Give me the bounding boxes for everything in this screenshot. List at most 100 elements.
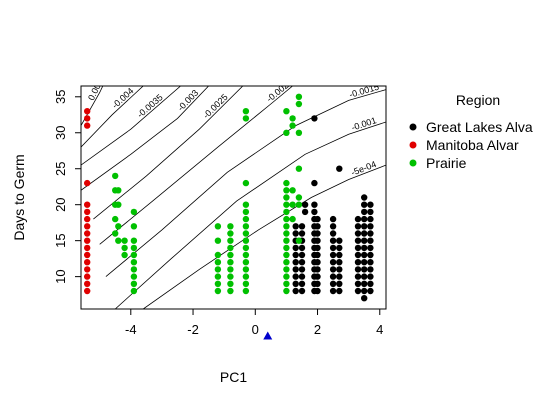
data-point	[84, 208, 91, 216]
data-point	[295, 165, 303, 172]
data-point	[121, 251, 128, 259]
data-point	[292, 266, 299, 273]
data-point	[298, 230, 306, 237]
x-tick-label: 0	[252, 322, 259, 337]
y-tick-label: 25	[53, 161, 68, 175]
data-point	[115, 187, 122, 194]
data-point	[329, 237, 337, 244]
data-point	[361, 230, 368, 237]
data-point	[115, 201, 122, 208]
data-point	[283, 230, 290, 237]
data-point	[84, 115, 91, 122]
data-point	[242, 230, 250, 237]
contour-label: -0.0025	[201, 92, 230, 121]
data-point	[242, 108, 250, 115]
data-point	[336, 237, 343, 244]
data-point	[283, 179, 290, 187]
contour-label: -5e-04	[350, 159, 378, 178]
contour-line	[81, 86, 104, 126]
data-point	[84, 266, 91, 273]
data-point	[311, 179, 318, 187]
data-point	[354, 273, 362, 280]
data-point	[242, 251, 250, 259]
data-point	[130, 208, 138, 216]
data-point	[314, 266, 321, 273]
data-point	[329, 287, 337, 295]
data-point	[329, 273, 337, 280]
contour-line	[114, 121, 386, 309]
data-point	[361, 208, 368, 216]
data-point	[289, 122, 296, 129]
data-point	[336, 251, 343, 259]
data-point	[227, 237, 234, 244]
data-point	[227, 287, 234, 295]
data-point	[361, 259, 368, 266]
data-point	[354, 259, 362, 266]
data-point	[298, 273, 306, 280]
x-axis-title: PC1	[220, 369, 247, 385]
data-point	[295, 129, 303, 136]
data-point	[242, 287, 250, 295]
data-point	[336, 273, 343, 280]
data-point	[367, 259, 374, 266]
data-point	[214, 280, 222, 287]
data-point	[121, 244, 128, 252]
data-point	[115, 223, 122, 230]
data-point	[314, 215, 321, 223]
data-point	[84, 259, 91, 266]
data-point	[283, 287, 290, 295]
data-point	[84, 273, 91, 280]
data-point	[367, 251, 374, 259]
data-point	[84, 244, 91, 252]
data-point	[314, 259, 321, 266]
data-point	[298, 223, 306, 230]
data-point	[292, 259, 299, 266]
data-point	[311, 115, 318, 122]
y-tick-label: 15	[53, 233, 68, 247]
data-point	[121, 237, 128, 244]
data-point	[329, 280, 337, 287]
legend: Region Great Lakes Alva Manitoba Alvar Pra…	[409, 92, 533, 171]
data-point	[227, 251, 234, 259]
data-point	[298, 287, 306, 295]
data-point	[84, 108, 91, 115]
data-point	[84, 223, 91, 230]
data-point	[130, 223, 138, 230]
data-point	[354, 266, 362, 273]
data-point	[329, 266, 337, 273]
data-point	[283, 108, 290, 115]
data-point	[283, 266, 290, 273]
data-point	[361, 266, 368, 273]
data-point	[292, 223, 299, 230]
contour-line	[99, 86, 293, 245]
data-point	[301, 208, 309, 216]
contour-line	[81, 86, 181, 166]
legend-swatch	[409, 141, 417, 149]
data-point	[283, 237, 290, 244]
data-point	[314, 223, 321, 230]
data-point	[295, 93, 303, 101]
contour-line	[105, 89, 386, 277]
legend-label: Prairie	[426, 155, 467, 171]
data-point	[336, 244, 343, 252]
data-point	[292, 230, 299, 237]
data-point	[329, 251, 337, 259]
data-point	[298, 266, 306, 273]
data-point	[361, 237, 368, 244]
data-point	[367, 223, 374, 230]
data-point	[354, 244, 362, 252]
data-point	[354, 215, 362, 223]
y-axis-title: Days to Germ	[11, 154, 27, 240]
x-tick-label: 4	[376, 322, 383, 337]
data-point	[283, 187, 290, 194]
data-point	[367, 215, 374, 223]
data-point	[242, 244, 250, 252]
data-point	[354, 287, 362, 295]
data-point	[292, 280, 299, 287]
data-point	[354, 251, 362, 259]
data-point	[361, 194, 368, 201]
contour-line	[81, 86, 144, 148]
data-point	[130, 259, 138, 266]
